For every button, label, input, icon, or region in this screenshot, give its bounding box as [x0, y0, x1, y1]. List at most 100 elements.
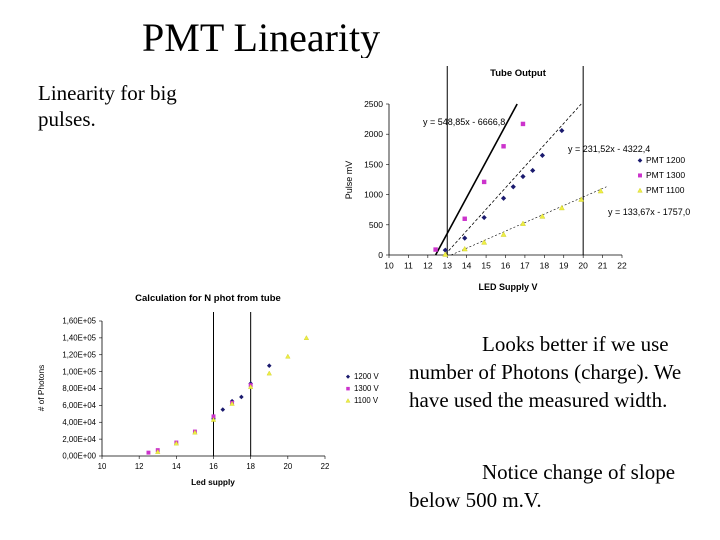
y-tick-label: 6,00E+04 — [62, 401, 96, 410]
data-point — [500, 231, 507, 237]
x-tick-label: 18 — [540, 261, 550, 271]
y-tick-label: 0,00E+00 — [62, 452, 96, 461]
data-point — [220, 407, 226, 412]
legend-label: 1100 V — [354, 396, 379, 405]
data-point — [155, 449, 161, 454]
data-point — [461, 245, 468, 252]
trend-line — [445, 103, 582, 255]
y-tick-label: 2000 — [364, 129, 383, 139]
data-point — [173, 440, 179, 446]
data-point — [500, 195, 507, 201]
x-tick-label: 10 — [384, 261, 394, 271]
legend-label: PMT 1300 — [646, 170, 685, 180]
chart-title: Calculation for N phot from tube — [135, 293, 281, 304]
legend-marker — [346, 386, 350, 391]
data-point — [210, 417, 217, 422]
data-point — [559, 127, 565, 134]
note-text-slope: Notice change of slope below 500 m.V. — [409, 460, 676, 512]
note-paragraph-photons: Looks better if we use number of Photons… — [409, 330, 709, 414]
trendline-equation: y = 231,52x - 4322,4 — [568, 144, 650, 154]
x-tick-label: 10 — [98, 462, 107, 471]
slide-subtitle: Linearity for big pulses. — [38, 81, 177, 131]
x-tick-label: 14 — [172, 462, 181, 471]
nphot-chart: Calculation for N phot from tube 0,00E+00… — [36, 293, 380, 487]
x-tick-label: 12 — [423, 261, 433, 271]
data-point — [558, 204, 565, 211]
y-tick-label: 2,00E+04 — [62, 435, 96, 444]
data-point — [239, 394, 244, 400]
x-tick-label: 13 — [443, 261, 453, 271]
y-tick-label: 4,00E+04 — [62, 418, 96, 427]
data-point — [462, 235, 468, 241]
data-point — [303, 335, 310, 340]
note-paragraph-slope: Notice change of slope below 500 m.V. — [409, 458, 709, 514]
slide-title: PMT Linearity — [142, 15, 381, 58]
x-tick-label: 21 — [598, 261, 608, 271]
x-tick-label: 15 — [481, 261, 491, 271]
y-tick-label: 1,20E+05 — [62, 350, 96, 359]
y-axis-label: # of Photons — [36, 365, 46, 412]
data-point — [433, 247, 438, 252]
y-tick-label: 500 — [369, 220, 383, 230]
tube-output-chart: Tube Output 0 500 1000 1500 2000 2500 10 11 12 13 1… — [344, 66, 690, 292]
data-point — [597, 187, 604, 194]
data-point — [501, 144, 506, 149]
y-tick-label: 1500 — [364, 159, 383, 169]
legend-marker — [637, 187, 643, 193]
legend-label: PMT 1200 — [646, 155, 685, 165]
trend-line — [434, 103, 518, 256]
legend-label: 1300 V — [354, 384, 380, 393]
data-point — [530, 167, 536, 174]
data-point — [146, 450, 151, 455]
data-point — [192, 429, 198, 435]
data-point — [481, 239, 488, 245]
y-tick-label: 1,40E+05 — [62, 334, 96, 343]
note-text-photons: Looks better if we use number of Photons… — [409, 332, 682, 412]
data-point — [539, 152, 545, 158]
legend-marker — [637, 158, 643, 163]
legend-label: 1200 V — [354, 372, 380, 381]
data-point — [520, 121, 526, 127]
data-point — [229, 400, 235, 406]
trendline-equation: y = 133,67x - 1757,0 — [608, 207, 690, 217]
y-tick-label: 2500 — [364, 99, 383, 109]
legend-marker — [345, 398, 351, 403]
x-tick-label: 20 — [283, 462, 292, 471]
data-point — [462, 216, 467, 221]
y-tick-label: 0 — [378, 250, 383, 260]
data-point — [285, 353, 291, 359]
x-tick-label: 12 — [135, 462, 144, 471]
data-point — [481, 214, 487, 221]
data-point — [442, 251, 449, 257]
data-point — [510, 184, 516, 190]
data-point — [539, 213, 546, 219]
y-tick-label: 1,60E+05 — [62, 317, 96, 326]
y-tick-label: 1000 — [364, 190, 383, 200]
data-point — [481, 179, 487, 185]
legend-marker — [638, 173, 642, 178]
x-tick-label: 22 — [617, 261, 627, 271]
x-tick-label: 11 — [404, 261, 413, 271]
x-tick-label: 20 — [578, 261, 588, 271]
data-point — [520, 220, 526, 226]
x-tick-label: 18 — [246, 462, 255, 471]
data-point — [248, 384, 254, 389]
data-point — [578, 196, 585, 202]
x-tick-label: 16 — [209, 462, 218, 471]
data-point — [266, 370, 272, 376]
y-tick-label: 8,00E+04 — [62, 384, 96, 393]
chart-title: Tube Output — [490, 68, 547, 79]
legend-label: PMT 1100 — [646, 185, 685, 195]
x-tick-label: 17 — [520, 261, 530, 271]
y-axis-label: Pulse mV — [344, 161, 354, 200]
x-axis-label: Led supply — [191, 477, 235, 487]
legend-marker — [345, 374, 351, 379]
x-tick-label: 16 — [501, 261, 511, 271]
x-tick-label: 22 — [321, 462, 330, 471]
data-point — [266, 363, 272, 369]
x-tick-label: 14 — [462, 261, 472, 271]
x-tick-label: 19 — [559, 261, 569, 271]
x-axis-label: LED Supply V — [478, 282, 537, 292]
y-tick-label: 1,00E+05 — [62, 367, 96, 376]
trendline-equation: y = 548,85x - 6666,8 — [423, 117, 505, 127]
